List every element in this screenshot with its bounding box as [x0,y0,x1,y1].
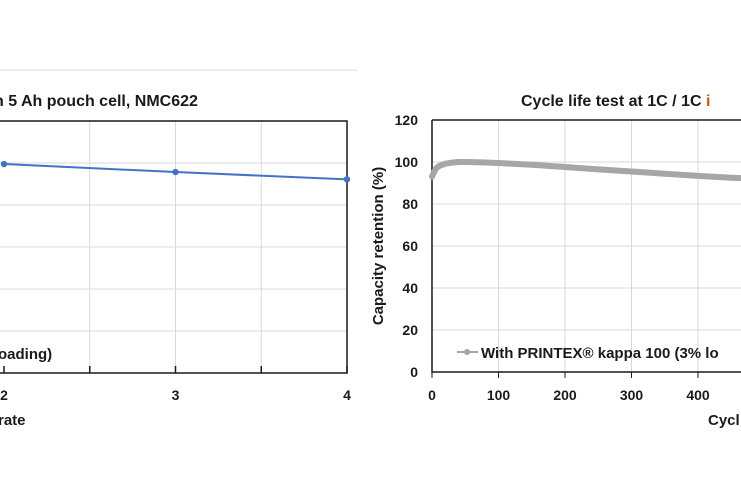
y-tick-labels: 0 20 40 60 80 100 120 [395,112,419,380]
data-point [343,176,351,183]
x-tick-label: 3 [172,387,180,403]
y-tick-label: 0 [410,364,418,380]
legend-entry: With PRINTEX® kappa 100 (3% lo [481,345,719,362]
y-axis-label: Capacity retention (%) [370,167,387,325]
x-tick-label: 4 [343,387,351,403]
x-axis-label: Cycl [708,412,740,429]
plot-frame [0,120,348,374]
y-tick-label: 20 [402,322,418,338]
data-point [0,160,8,168]
chart-title: Cycle life test at 1C / 1C i [521,93,710,110]
chart-title-highlight: i [706,93,710,110]
x-ticks: 2 3 4 [0,366,351,403]
legend: With PRINTEX® kappa 100 (3% lo [457,345,719,362]
chart-title: n 5 Ah pouch cell, NMC622 [0,93,198,110]
x-tick-label: 200 [553,387,577,403]
x-tick-label: 300 [620,387,644,403]
x-tick-label: 2 [0,387,8,403]
y-tick-label: 60 [402,238,418,254]
x-tick-labels: 0 100 200 300 400 [428,372,710,403]
legend-entry: oading) [0,346,52,363]
x-tick-label: 400 [686,387,710,403]
series-markers [0,160,351,183]
rate-capability-chart: n 5 Ah pouch cell, NMC622 2 3 4 oading) ra… [0,93,351,429]
cycle-life-chart: Cycle life test at 1C / 1C i 0 20 40 60 80 10… [370,93,741,429]
grid [432,120,741,372]
x-tick-label: 100 [487,387,511,403]
chart-title-main: Cycle life test at 1C / 1C [521,93,706,110]
y-tick-label: 80 [402,196,418,212]
y-tick-label: 40 [402,280,418,296]
grid [0,121,347,373]
legend-marker [464,349,470,355]
y-tick-label: 100 [395,154,419,170]
series-line [429,159,741,182]
x-axis-label: rate [0,412,26,429]
y-tick-label: 120 [395,112,419,128]
x-tick-label: 0 [428,387,436,403]
data-point [172,168,179,176]
